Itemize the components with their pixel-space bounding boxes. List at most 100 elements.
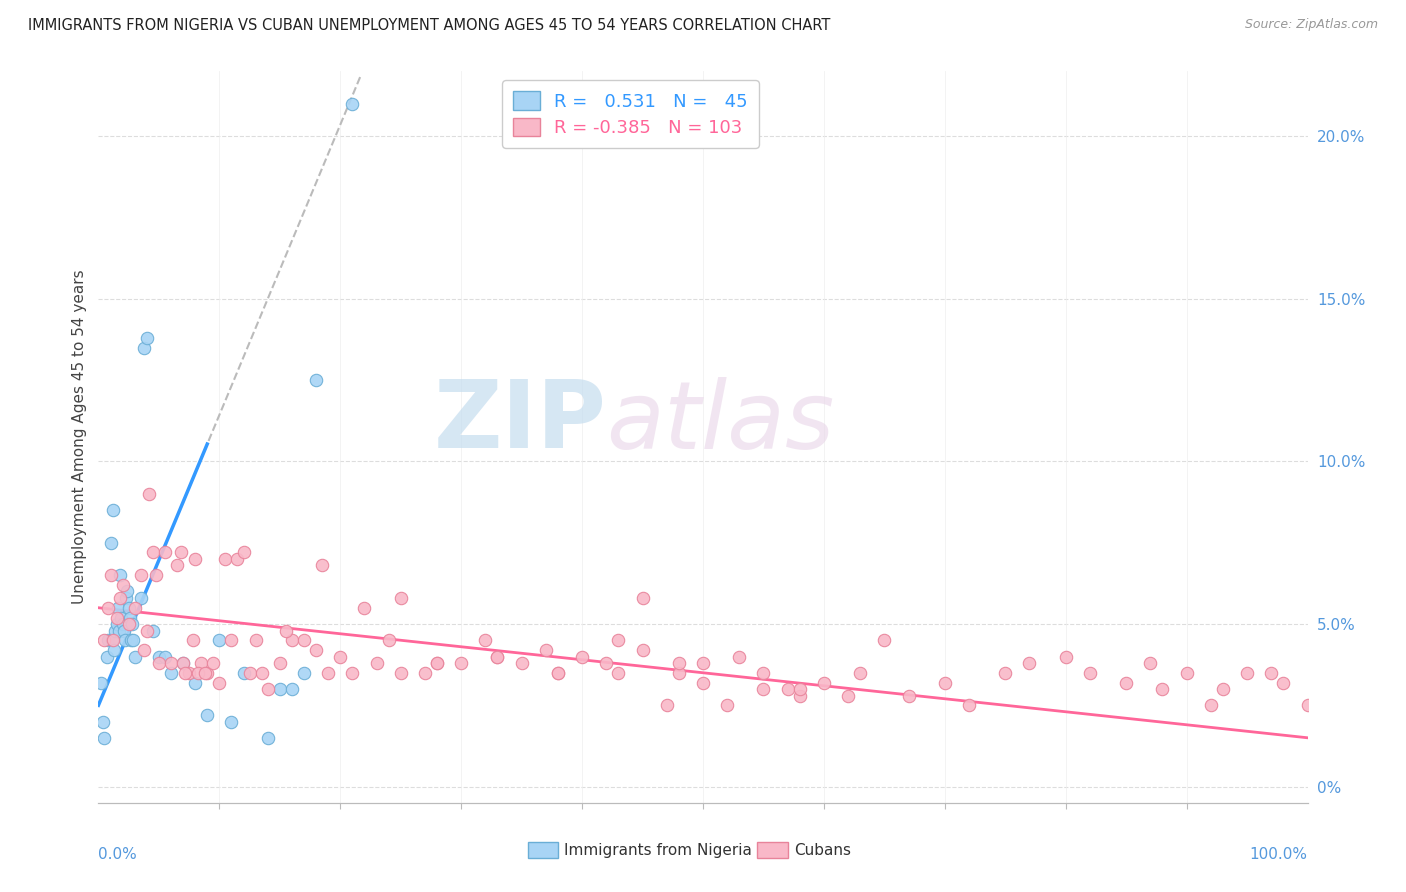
Point (631, 643, 654, 657)
Point (129, 591, 152, 605)
Point (184, 552, 207, 566)
Point (692, 675, 714, 690)
Point (571, 649, 593, 664)
Text: Cubans: Cubans (793, 843, 851, 858)
Point (107, 600, 129, 615)
Point (1018, 656, 1040, 670)
Point (486, 649, 509, 664)
Point (179, 665, 201, 680)
Point (655, 698, 678, 713)
Point (195, 665, 218, 680)
Point (214, 552, 236, 566)
Point (1236, 665, 1258, 680)
Point (547, 665, 569, 680)
Point (118, 600, 141, 615)
Point (134, 643, 156, 657)
Point (142, 624, 165, 638)
Point (124, 649, 146, 664)
Text: IMMIGRANTS FROM NIGERIA VS CUBAN UNEMPLOYMENT AMONG AGES 45 TO 54 YEARS CORRELAT: IMMIGRANTS FROM NIGERIA VS CUBAN UNEMPLO… (28, 18, 831, 33)
Point (692, 656, 714, 670)
Point (274, 624, 297, 638)
Point (994, 665, 1017, 680)
Bar (527, 841, 558, 858)
Point (221, 714, 243, 729)
Bar (758, 841, 787, 858)
Point (172, 656, 194, 670)
Point (97, 600, 120, 615)
Point (208, 633, 231, 648)
Point (117, 584, 139, 599)
Text: 0.0%: 0.0% (98, 847, 138, 862)
Point (1152, 681, 1174, 696)
Point (166, 558, 188, 573)
Point (1175, 665, 1198, 680)
Point (1199, 698, 1222, 713)
Point (194, 665, 217, 680)
Point (269, 681, 291, 696)
Point (631, 591, 654, 605)
Point (90, 675, 112, 690)
Point (108, 591, 131, 605)
Point (873, 633, 896, 648)
Point (668, 656, 690, 670)
Point (281, 681, 304, 696)
Legend: R =   0.531   N =   45, R = -0.385   N = 103: R = 0.531 N = 45, R = -0.385 N = 103 (502, 80, 759, 148)
Point (789, 681, 811, 696)
Point (776, 681, 799, 696)
Point (232, 665, 254, 680)
Point (190, 656, 212, 670)
Point (1078, 665, 1101, 680)
Point (93, 731, 115, 745)
Point (342, 665, 364, 680)
Text: Immigrants from Nigeria: Immigrants from Nigeria (564, 843, 752, 858)
Point (221, 633, 243, 648)
Text: atlas: atlas (606, 377, 835, 468)
Point (389, 591, 412, 605)
Point (169, 545, 191, 559)
Point (105, 617, 128, 632)
Point (208, 675, 231, 690)
Point (202, 656, 225, 670)
Point (174, 665, 197, 680)
Point (269, 656, 291, 670)
Text: ZIP: ZIP (433, 376, 606, 468)
Point (114, 633, 136, 648)
Point (129, 568, 152, 582)
Point (1272, 675, 1295, 690)
Point (342, 96, 364, 111)
Point (160, 665, 183, 680)
Point (115, 591, 138, 605)
Point (789, 689, 811, 703)
Point (547, 665, 569, 680)
Point (607, 665, 630, 680)
Point (135, 331, 157, 345)
Text: 100.0%: 100.0% (1250, 847, 1308, 862)
Point (474, 633, 496, 648)
Point (96, 649, 118, 664)
Point (232, 545, 254, 559)
Point (100, 568, 122, 582)
Point (226, 552, 249, 566)
Point (256, 731, 278, 745)
Point (138, 487, 160, 501)
Point (377, 633, 399, 648)
Point (256, 681, 278, 696)
Point (668, 665, 690, 680)
Point (160, 656, 183, 670)
Point (752, 681, 775, 696)
Point (1260, 665, 1282, 680)
Y-axis label: Unemployment Among Ages 45 to 54 years: Unemployment Among Ages 45 to 54 years (72, 269, 87, 605)
Point (426, 656, 449, 670)
Point (292, 665, 315, 680)
Point (134, 341, 156, 355)
Point (595, 656, 617, 670)
Point (728, 649, 751, 664)
Point (486, 649, 509, 664)
Point (250, 665, 273, 680)
Point (534, 643, 557, 657)
Point (716, 698, 738, 713)
Point (153, 649, 176, 664)
Point (172, 656, 194, 670)
Point (91, 714, 114, 729)
Point (389, 665, 412, 680)
